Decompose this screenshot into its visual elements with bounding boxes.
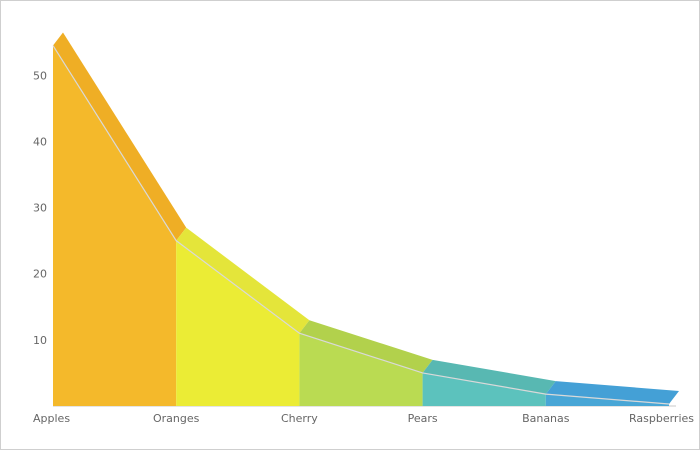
area-top-face-pears	[422, 359, 556, 395]
x-tick-label: Pears	[408, 412, 438, 425]
y-tick-label: 10	[33, 334, 47, 347]
area-top-face-cherry	[299, 320, 433, 373]
y-tick-label: 50	[33, 69, 47, 82]
y-tick-label: 20	[33, 268, 47, 281]
area-segment-cherry	[299, 333, 423, 406]
area-segment-oranges	[176, 240, 300, 406]
area-top-face-apples	[53, 32, 187, 241]
x-tick-label: Apples	[33, 412, 70, 425]
area-segment-pears	[422, 372, 546, 406]
x-tick-label: Cherry	[281, 412, 318, 425]
area-segment-apples	[53, 45, 177, 406]
front-edge-line	[52, 45, 670, 405]
area-top-face-oranges	[176, 227, 310, 334]
y-tick-label: 30	[33, 202, 47, 215]
x-tick-label: Bananas	[522, 412, 570, 425]
x-tick-label: Raspberries	[629, 412, 694, 425]
x-tick-label: Oranges	[153, 412, 200, 425]
area-top-face-bananas	[545, 381, 679, 405]
y-tick-label: 40	[33, 135, 47, 148]
